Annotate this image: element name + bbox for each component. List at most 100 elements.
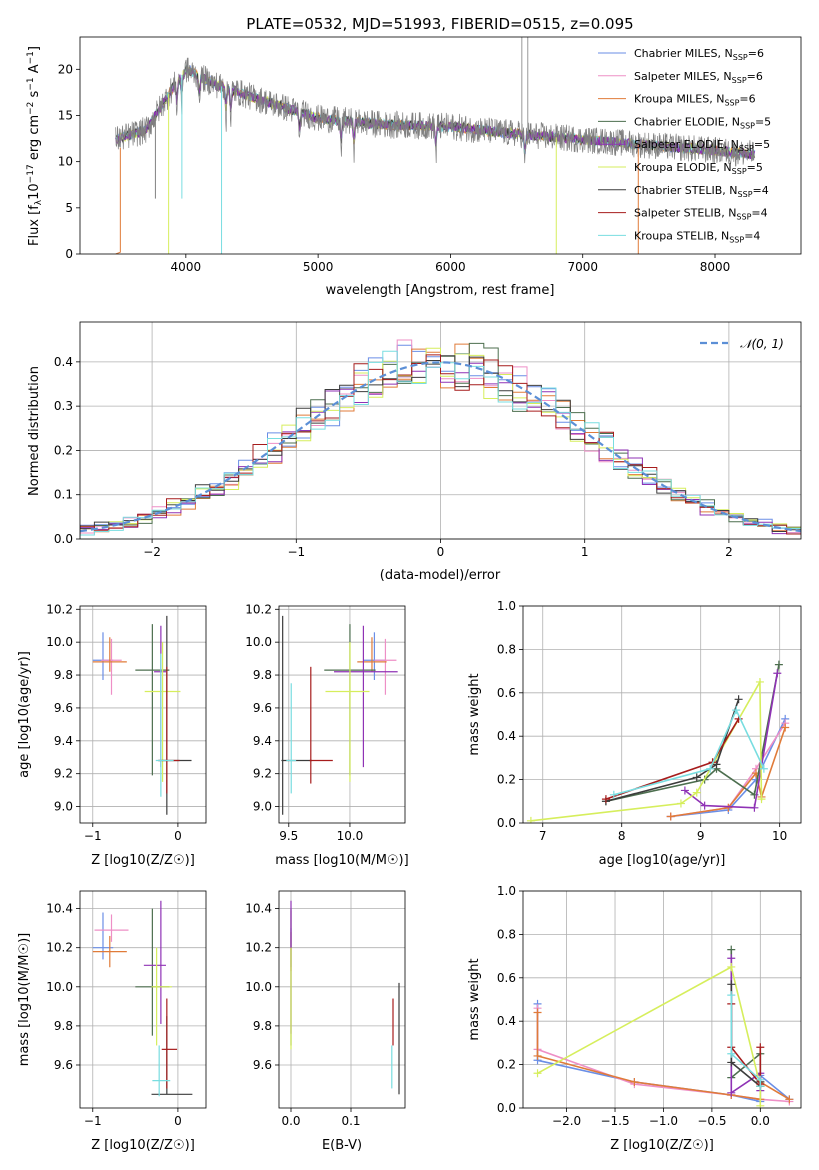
errorbar-point (363, 632, 386, 680)
x-tick-label: 2 (725, 545, 733, 559)
legend-entry: Salpeter STELIB, NSSP=4 (634, 207, 768, 222)
y-tick-label: 10.2 (46, 941, 73, 955)
mass-weight-series (727, 991, 765, 1091)
y-tick-label: 0.8 (497, 642, 516, 656)
series-marker (781, 723, 790, 732)
x-tick-label: 10.0 (337, 829, 364, 843)
series-marker (756, 1082, 765, 1091)
observed-spectrum-line (115, 57, 755, 167)
x-tick-label: 6000 (435, 260, 466, 274)
x-tick-label: 7 (539, 829, 547, 843)
y-tick-label: 0 (65, 247, 73, 261)
series-marker (774, 660, 783, 669)
y-tick-label: 15 (58, 108, 73, 122)
series-marker (680, 786, 689, 795)
age_vs_Z-axes: −1 0 9.0 9.2 9.4 9.6 9.8 10.0 10.2 (46, 602, 206, 843)
y-tick-label: 0.3 (54, 399, 73, 413)
x-tick-label: −1.5 (600, 1114, 629, 1128)
y-tick-label: 10.0 (245, 635, 272, 649)
spectrum-frame (79, 36, 802, 255)
errorbar-point (94, 914, 129, 942)
y-tick-label: 0.1 (54, 488, 73, 502)
series-marker (609, 790, 618, 799)
y-tick-label: 9.4 (253, 734, 272, 748)
mass-weight-series (601, 660, 783, 806)
errorbar-point (309, 666, 333, 784)
legend-entry: Chabrier MILES, NSSP=6 (634, 47, 764, 62)
series-line (530, 679, 763, 822)
y-tick-label: 0.0 (54, 532, 73, 546)
x-tick-label: 7000 (567, 260, 598, 274)
y-tick-label: 5 (65, 201, 73, 215)
y-tick-label: 10.2 (245, 602, 272, 616)
x-tick-label: −2 (143, 545, 161, 559)
errorbar-point (158, 615, 192, 815)
legend-entry: Kroupa ELODIE, NSSP=5 (634, 161, 763, 176)
y-tick-label: 0.4 (497, 729, 516, 743)
spectrum-axes: 4000 5000 6000 7000 8000 0 5 10 15 20 (58, 62, 731, 274)
x-tick-label: 8 (618, 829, 626, 843)
age_vs_mass-axes: 9.5 10.0 9.0 9.2 9.4 9.6 9.8 10.0 10.2 (245, 602, 405, 843)
series-marker (727, 962, 736, 971)
age_vs_Z-x-axis-label: Z [log10(Z/Z☉)] (91, 853, 195, 868)
residuals-frame (79, 321, 802, 540)
errorbar-point (135, 908, 170, 1036)
y-tick-label: 9.6 (253, 701, 272, 715)
series-marker (526, 816, 535, 823)
y-tick-label: 10.2 (46, 602, 73, 616)
y-tick-label: 0.4 (54, 355, 73, 369)
age_vs_mass-frame (278, 605, 406, 824)
legend-entry: Salpeter MILES, NSSP=6 (634, 70, 763, 85)
errorbar-point (334, 625, 398, 768)
mass_weight_vs_age-frame (522, 605, 802, 824)
y-tick-label: 10 (58, 155, 73, 169)
series-marker (533, 1008, 542, 1017)
errorbar-point (286, 683, 297, 794)
errorbar-point (92, 935, 127, 968)
x-tick-label: −0.5 (697, 1114, 726, 1128)
series-marker (692, 788, 701, 797)
x-tick-label: 0 (174, 1114, 182, 1128)
y-tick-label: 10.0 (46, 980, 73, 994)
x-tick-label: 9.5 (279, 829, 298, 843)
errorbar-point (155, 653, 174, 797)
series-marker (727, 945, 736, 954)
y-tick-label: 9.2 (54, 767, 73, 781)
y-tick-label: 10.4 (245, 902, 272, 916)
y-tick-label: 0.0 (497, 816, 516, 830)
mass-weight-series (601, 695, 743, 806)
residual-histogram-line (80, 350, 801, 539)
errorbar-point (154, 625, 166, 768)
y-tick-label: 20 (58, 62, 73, 76)
mass_weight_vs_Z-plot (533, 945, 794, 1108)
x-tick-label: 9 (697, 829, 705, 843)
errorbar-point (143, 900, 166, 1024)
series-marker (785, 1095, 794, 1104)
y-tick-label: 0.6 (497, 971, 516, 985)
series-marker (676, 799, 685, 808)
y-tick-label: 9.8 (253, 668, 272, 682)
age_vs_mass-x-axis-label: mass [log10(M/M☉)] (275, 853, 408, 868)
series-marker (727, 1058, 736, 1067)
y-tick-label: 0.6 (497, 686, 516, 700)
mass_vs_Z-plot (92, 900, 193, 1097)
mass-weight-series (609, 706, 768, 799)
series-marker (734, 695, 743, 704)
y-tick-label: 1.0 (497, 884, 516, 898)
legend-entry: Chabrier STELIB, NSSP=4 (634, 184, 769, 199)
series-marker (706, 764, 715, 773)
mass_vs_ebv-axes: 0.0 0.1 9.6 9.8 10.0 10.2 10.4 (245, 891, 405, 1128)
mass_vs_ebv-plot (290, 900, 400, 1095)
errorbar-point (158, 666, 180, 794)
mass_vs_Z-y-axis-label: mass [log10(M/M☉)] (17, 933, 32, 1066)
series-marker (750, 803, 759, 812)
series-marker (755, 677, 764, 686)
errorbar-point (92, 637, 127, 672)
series-marker (732, 706, 741, 715)
x-tick-label: 0 (174, 829, 182, 843)
series-line (605, 664, 780, 803)
y-tick-label: 0.0 (497, 1101, 516, 1115)
age_vs_Z-plot (92, 615, 192, 815)
x-tick-label: −1.0 (649, 1114, 678, 1128)
y-tick-label: 9.4 (54, 734, 73, 748)
